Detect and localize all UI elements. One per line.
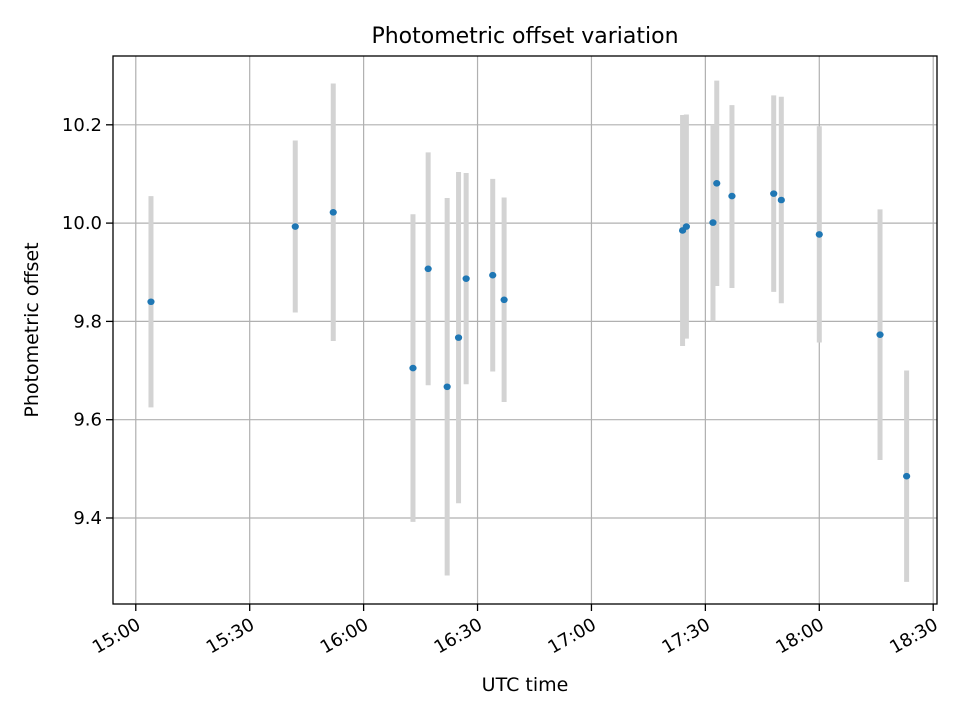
data-point [709, 219, 717, 226]
y-tick-label: 10.0 [62, 213, 102, 234]
data-point [489, 271, 497, 279]
x-tick-label: 17:30 [658, 614, 713, 658]
data-points [147, 179, 911, 480]
y-tick-label: 9.6 [73, 410, 102, 431]
data-point [462, 275, 470, 282]
x-tick-label: 17:00 [545, 614, 600, 658]
data-point [713, 179, 721, 187]
x-tick-label: 16:30 [431, 614, 486, 658]
y-tick-label: 9.8 [73, 311, 102, 332]
y-axis-ticks: 9.4 9.6 9.8 10.0 10.2 [62, 115, 113, 529]
y-tick-label: 10.2 [62, 115, 102, 136]
grid-lines [113, 56, 937, 604]
x-axis-ticks: 15:00 15:30 16:00 16:30 17:00 17:30 18:00 18:30 [89, 604, 942, 658]
data-point [777, 196, 785, 204]
data-point [876, 331, 884, 338]
data-point [815, 231, 823, 238]
data-point [728, 192, 736, 200]
x-axis-label: UTC time [482, 674, 569, 696]
data-point [329, 208, 337, 216]
x-tick-label: 15:00 [89, 614, 144, 658]
y-tick-label: 9.4 [73, 508, 102, 529]
data-point [424, 265, 432, 273]
data-point [291, 223, 299, 230]
data-point [770, 190, 778, 197]
data-point [682, 223, 690, 230]
plot-frame [112, 55, 938, 605]
x-tick-label: 15:30 [203, 614, 258, 658]
y-axis-label: Photometric offset [21, 242, 43, 417]
data-point [409, 364, 417, 372]
data-point [443, 383, 451, 391]
data-point [500, 296, 508, 304]
x-tick-label: 16:00 [317, 614, 372, 658]
chart-title: Photometric offset variation [371, 24, 678, 49]
data-point [454, 334, 463, 341]
x-tick-label: 18:30 [886, 614, 941, 658]
data-point [903, 472, 911, 480]
x-tick-label: 18:00 [772, 614, 827, 658]
error-bars [148, 80, 910, 582]
data-point [147, 298, 155, 306]
